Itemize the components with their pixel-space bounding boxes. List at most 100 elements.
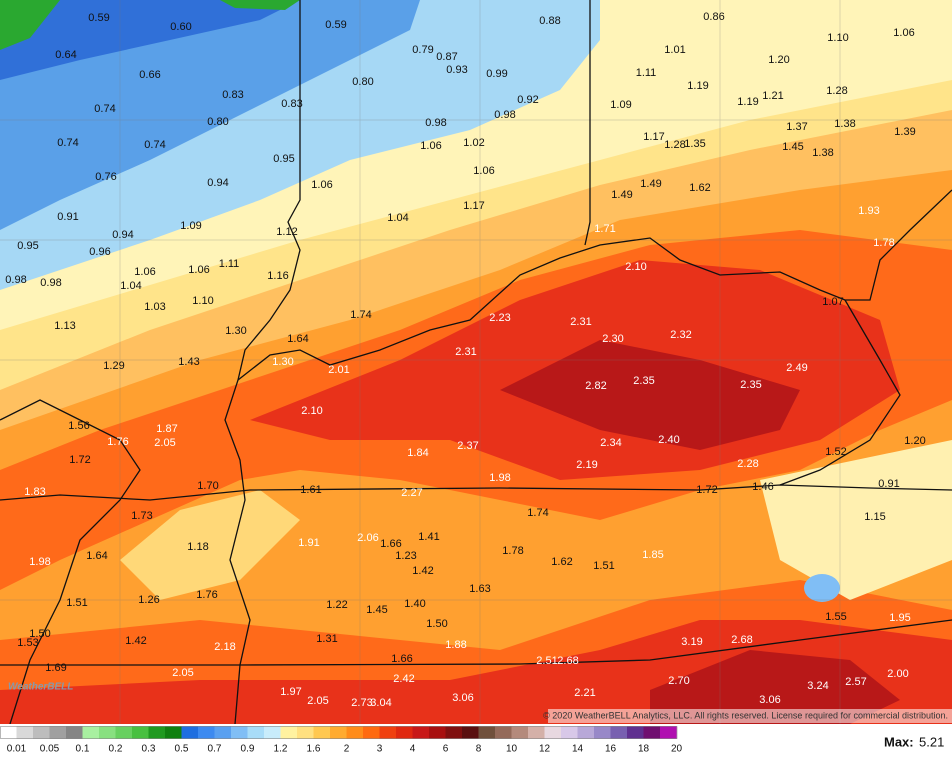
value-label: 0.93: [446, 64, 467, 76]
value-label: 2.18: [214, 641, 235, 653]
value-label: 2.30: [602, 333, 623, 345]
value-label: 2.82: [585, 380, 606, 392]
river-border: [0, 399, 141, 725]
value-label: 1.98: [29, 556, 50, 568]
state-border: [0, 484, 952, 501]
value-label: 1.87: [156, 423, 177, 435]
band: [500, 340, 800, 450]
legend-label: 3: [377, 744, 383, 755]
value-label: 1.12: [276, 226, 297, 238]
value-label: 1.71: [594, 223, 615, 235]
value-label: 1.62: [551, 556, 572, 568]
value-label: 2.37: [457, 440, 478, 452]
value-label: 1.11: [219, 258, 240, 270]
value-label: 1.66: [391, 653, 412, 665]
county-lines: [0, 0, 952, 724]
value-label: 2.10: [625, 261, 646, 273]
value-label: 1.09: [610, 99, 631, 111]
value-label: 1.23: [395, 550, 416, 562]
legend-label: 8: [476, 744, 482, 755]
value-label: 1.63: [469, 583, 490, 595]
value-label: 1.45: [782, 141, 803, 153]
legend-swatch: [330, 726, 347, 739]
value-label: 1.20: [768, 54, 789, 66]
value-label: 1.38: [834, 118, 855, 130]
value-label: 0.83: [281, 98, 302, 110]
legend-label: 4: [410, 744, 416, 755]
value-label: 0.74: [57, 137, 78, 149]
legend-swatch: [462, 726, 479, 739]
value-label: 1.07: [822, 296, 843, 308]
value-label: 1.26: [138, 594, 159, 606]
value-label: 1.52: [825, 446, 846, 458]
precip-bands: [0, 0, 952, 724]
value-label: 1.64: [287, 333, 308, 345]
value-label: 2.70: [668, 675, 689, 687]
value-labels: 0.59 0.60 0.59 0.88 0.86 0.64 0.66 0.790.870.93…: [5, 11, 925, 709]
value-label: 0.91: [878, 478, 899, 490]
value-label: 0.76: [95, 171, 116, 183]
copyright: © 2020 WeatherBELL Analytics, LLC. All r…: [543, 710, 948, 720]
value-label: 0.95: [17, 240, 38, 252]
state-border: [779, 299, 901, 486]
legend-label: 1.6: [307, 744, 321, 755]
value-label: 0.80: [207, 116, 228, 128]
value-label: 2.31: [455, 346, 476, 358]
value-label: 1.93: [858, 205, 879, 217]
band: [0, 0, 420, 230]
value-label: 1.37: [786, 121, 807, 133]
value-label: 1.01: [664, 44, 685, 56]
value-label: 0.87: [436, 51, 457, 63]
value-label: 1.53: [17, 637, 38, 649]
value-label: 3.24: [807, 680, 828, 692]
legend-swatch: [412, 726, 430, 739]
value-label: 1.17: [463, 200, 484, 212]
value-label: 1.10: [192, 295, 213, 307]
value-label: 0.95: [273, 153, 294, 165]
value-label: 1.78: [502, 545, 523, 557]
legend-swatch: [511, 726, 529, 739]
value-label: 1.06: [893, 27, 914, 39]
legend-swatch: [16, 726, 34, 739]
legend-label: 0.3: [142, 744, 156, 755]
band: [760, 440, 952, 600]
value-label: 0.83: [222, 89, 243, 101]
value-label: 2.27: [401, 487, 422, 499]
value-label: 0.79: [412, 44, 433, 56]
value-label: 2.68: [731, 634, 752, 646]
value-label: 0.66: [139, 69, 160, 81]
legend-swatch: [429, 726, 446, 739]
value-label: 1.91: [298, 537, 319, 549]
legend-swatch: [198, 726, 215, 739]
value-label: 2.57: [845, 676, 866, 688]
legend-swatch: [99, 726, 116, 739]
band: [220, 0, 300, 10]
legend-swatch: [379, 726, 397, 739]
legend-swatch: [478, 726, 496, 739]
value-label: 1.76: [196, 589, 217, 601]
value-label: 1.61: [300, 484, 321, 496]
band: [0, 0, 300, 80]
legend-swatch: [660, 726, 677, 739]
value-label: 2.10: [301, 405, 322, 417]
legend-swatch: [231, 726, 248, 739]
value-label: 0.94: [207, 177, 228, 189]
value-label: 1.04: [120, 280, 141, 292]
value-label: 1.74: [350, 309, 371, 321]
legend-swatch: [280, 726, 298, 739]
band: [804, 574, 840, 602]
value-label: 1.97: [280, 686, 301, 698]
band: [120, 490, 300, 600]
value-label: 1.43: [178, 356, 199, 368]
copyright-backdrop: [548, 709, 952, 723]
value-label: 1.73: [131, 510, 152, 522]
value-label: 1.51: [593, 560, 614, 572]
value-label: 1.95: [889, 612, 910, 624]
value-label: 1.49: [611, 189, 632, 201]
value-label: 0.74: [94, 103, 115, 115]
legend-label: 0.01: [7, 744, 27, 755]
value-label: 0.98: [494, 109, 515, 121]
value-label: 1.06: [311, 179, 332, 191]
legend-swatch: [346, 726, 364, 739]
